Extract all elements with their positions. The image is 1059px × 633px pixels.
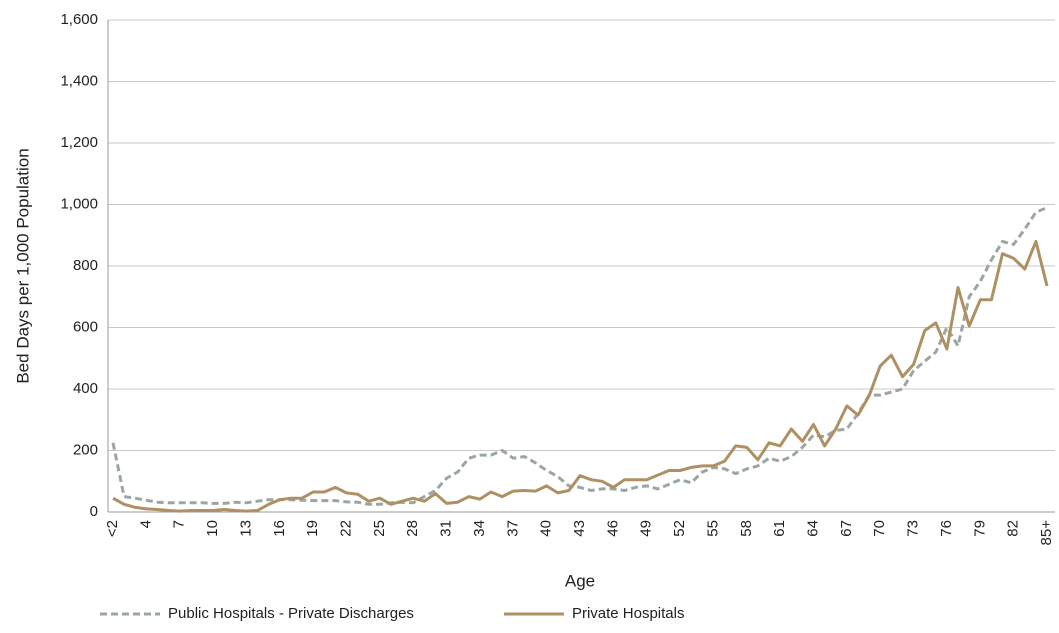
x-tick-label: 61 — [771, 520, 788, 537]
x-tick-label: 25 — [371, 520, 388, 537]
x-tick-label: 79 — [971, 520, 988, 537]
x-tick-label: 13 — [237, 520, 254, 537]
x-tick-label: 28 — [404, 520, 421, 537]
x-tick-label: 31 — [438, 520, 455, 537]
x-tick-label: 7 — [171, 520, 188, 528]
y-tick-label: 1,000 — [60, 195, 98, 212]
x-tick-label: 46 — [604, 520, 621, 537]
x-tick-label: 85+ — [1038, 520, 1055, 546]
series-line — [112, 239, 1049, 513]
x-tick-label: 40 — [538, 520, 555, 537]
x-tick-label: 16 — [271, 520, 288, 537]
x-axis-title: Age — [565, 571, 595, 590]
y-tick-label: 800 — [73, 257, 98, 274]
y-tick-label: 1,600 — [60, 11, 98, 28]
series-line — [111, 206, 1048, 506]
x-tick-label: 55 — [704, 520, 721, 537]
x-tick-label: 52 — [671, 520, 688, 537]
legend-label: Public Hospitals - Private Discharges — [168, 605, 414, 622]
x-tick-label: 10 — [204, 520, 221, 537]
x-tick-label: <2 — [104, 520, 121, 537]
x-tick-label: 19 — [304, 520, 321, 537]
y-tick-label: 0 — [90, 503, 98, 520]
x-tick-label: 34 — [471, 520, 488, 537]
y-tick-label: 600 — [73, 318, 98, 335]
y-tick-label: 1,400 — [60, 72, 98, 89]
x-tick-label: 82 — [1005, 520, 1022, 537]
y-tick-label: 1,200 — [60, 134, 98, 151]
x-tick-label: 43 — [571, 520, 588, 537]
y-axis-title: Bed Days per 1,000 Population — [13, 148, 32, 383]
x-tick-label: 64 — [804, 520, 821, 537]
x-tick-label: 58 — [738, 520, 755, 537]
x-tick-label: 73 — [905, 520, 922, 537]
x-tick-label: 70 — [871, 520, 888, 537]
x-tick-label: 49 — [638, 520, 655, 537]
x-tick-label: 76 — [938, 520, 955, 537]
y-tick-label: 400 — [73, 380, 98, 397]
x-tick-label: 67 — [838, 520, 855, 537]
legend-label: Private Hospitals — [572, 605, 685, 622]
y-tick-label: 200 — [73, 441, 98, 458]
x-tick-label: 4 — [137, 520, 154, 528]
x-tick-label: 37 — [504, 520, 521, 537]
x-tick-label: 22 — [337, 520, 354, 537]
